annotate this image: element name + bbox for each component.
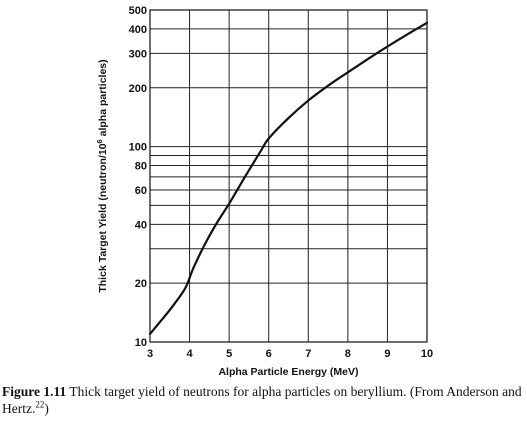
y-axis-title-part: Thick Target Yield (neutron/10 — [97, 143, 109, 292]
y-tick-label: 20 — [135, 278, 147, 290]
y-axis-title-part: alpha particles) — [97, 59, 109, 139]
caption-reference: 22 — [35, 399, 45, 410]
x-tick-label: 7 — [305, 348, 311, 360]
y-tick-label: 10 — [135, 337, 147, 349]
caption-end: ) — [44, 401, 49, 416]
x-tick-label: 4 — [187, 348, 194, 360]
grid — [149, 9, 428, 343]
caption-text: Thick target yield of neutrons for alpha… — [2, 384, 522, 416]
figure-caption: Figure 1.11 Thick target yield of neutro… — [2, 383, 524, 417]
y-tick-label: 40 — [135, 219, 147, 231]
y-tick-label: 100 — [129, 142, 147, 154]
y-tick-label: 60 — [135, 185, 147, 197]
y-tick-label: 400 — [129, 24, 147, 36]
y-tick-label: 200 — [129, 83, 147, 95]
series-line — [148, 21, 429, 336]
x-tick-label: 6 — [266, 348, 272, 360]
y-tick-label: 500 — [129, 5, 147, 17]
y-tick-label: 80 — [135, 161, 147, 173]
series-layer — [148, 21, 429, 336]
x-tick-label: 9 — [384, 348, 390, 360]
x-tick-label: 8 — [345, 348, 351, 360]
axes — [149, 9, 428, 343]
figure-number: Figure 1.11 — [2, 384, 67, 399]
y-axis-title: Thick Target Yield (neutron/106 alpha pa… — [95, 59, 109, 292]
x-tick-label: 5 — [226, 348, 232, 360]
chart: 3 4 5 6 7 8 9 10 10 20 40 60 80 100 200 300 400 500 Alpha… — [95, 5, 433, 378]
x-axis-title: Alpha Particle Energy (MeV) — [218, 366, 358, 378]
tick-labels: 3 4 5 6 7 8 9 10 10 20 40 60 80 100 200 300 400 500 — [129, 5, 433, 360]
y-axis-title-superscript: 6 — [95, 139, 104, 143]
y-tick-label: 300 — [129, 48, 147, 60]
x-tick-label: 3 — [147, 348, 153, 360]
plot-frame — [149, 9, 428, 343]
x-tick-label: 10 — [421, 348, 433, 360]
